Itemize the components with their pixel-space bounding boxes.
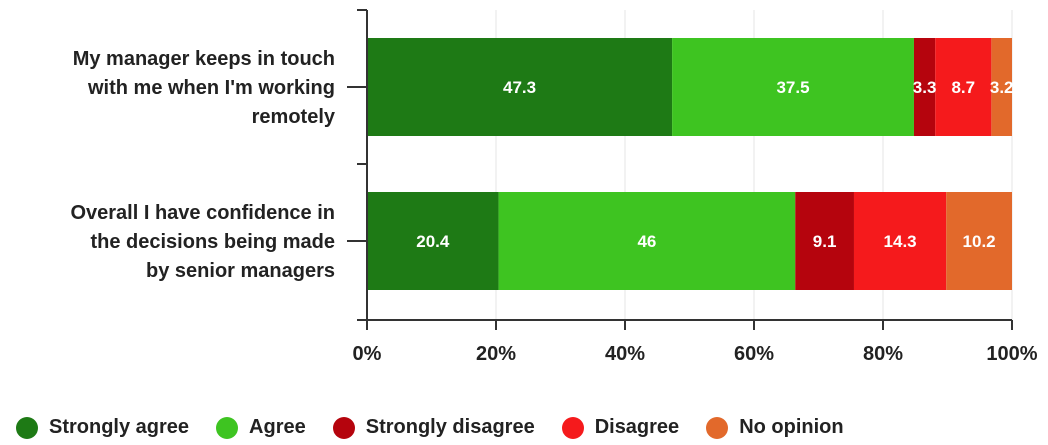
bar-1-no-opinion <box>946 192 1012 290</box>
legend-label: Strongly disagree <box>365 416 535 438</box>
data-label: 14.3 <box>884 232 917 251</box>
category-label: Overall I have confidence in <box>70 202 335 224</box>
legend-label: Agree <box>249 416 306 438</box>
bar-1-disagree <box>853 192 947 290</box>
chart-legend: Strongly agree Agree Strongly disagree Disa… <box>16 416 871 439</box>
legend-item-disagree: Disagree <box>561 416 680 439</box>
x-tick-label: 80% <box>863 343 903 365</box>
legend-label: Strongly agree <box>49 416 190 438</box>
legend-label: No opinion <box>739 416 844 438</box>
legend-swatch <box>16 416 38 439</box>
data-label: 3.2 <box>990 78 1014 97</box>
legend-item-agree: Agree <box>216 416 306 439</box>
category-label: by senior managers <box>146 260 335 282</box>
bar-0-disagree <box>935 38 992 136</box>
legend-item-strongly-disagree: Strongly disagree <box>332 416 535 439</box>
category-label: My manager keeps in touch <box>73 48 335 70</box>
legend-swatch <box>216 416 239 439</box>
x-tick-label: 0% <box>353 343 382 365</box>
legend-item-no-opinion: No opinion <box>706 416 844 439</box>
data-label: 3.3 <box>913 78 937 97</box>
data-label: 9.1 <box>813 232 837 251</box>
x-tick-label: 40% <box>605 343 645 365</box>
data-label: 10.2 <box>963 232 996 251</box>
category-label: remotely <box>252 106 336 128</box>
x-tick-label: 20% <box>476 343 516 365</box>
x-tick-label: 100% <box>986 343 1037 365</box>
category-label: with me when I'm working <box>87 77 335 99</box>
legend-label: Disagree <box>594 416 680 438</box>
category-label: the decisions being made <box>90 231 335 253</box>
bar-0-no-opinion <box>991 38 1012 136</box>
bar-1-strongly-agree <box>367 192 499 290</box>
bar-1-strongly-disagree <box>795 192 854 290</box>
bar-1-agree <box>498 192 796 290</box>
legend-swatch <box>332 416 355 439</box>
legend-swatch <box>706 416 729 439</box>
data-label: 37.5 <box>776 78 809 97</box>
data-label: 20.4 <box>416 232 450 251</box>
data-label: 46 <box>637 232 656 251</box>
bar-0-strongly-disagree <box>913 38 936 136</box>
bar-0-agree <box>672 38 914 136</box>
stacked-bar-chart: 47.3 37.5 3.3 8.7 3.2 20.4 46 9.1 14.3 10.2 0% 20% 4… <box>70 9 1038 365</box>
x-tick-label: 60% <box>734 343 774 365</box>
bar-0-strongly-agree <box>367 38 673 136</box>
data-label: 8.7 <box>951 78 975 97</box>
legend-item-strongly-agree: Strongly agree <box>16 416 189 439</box>
data-label: 47.3 <box>503 78 536 97</box>
legend-swatch <box>561 416 584 439</box>
